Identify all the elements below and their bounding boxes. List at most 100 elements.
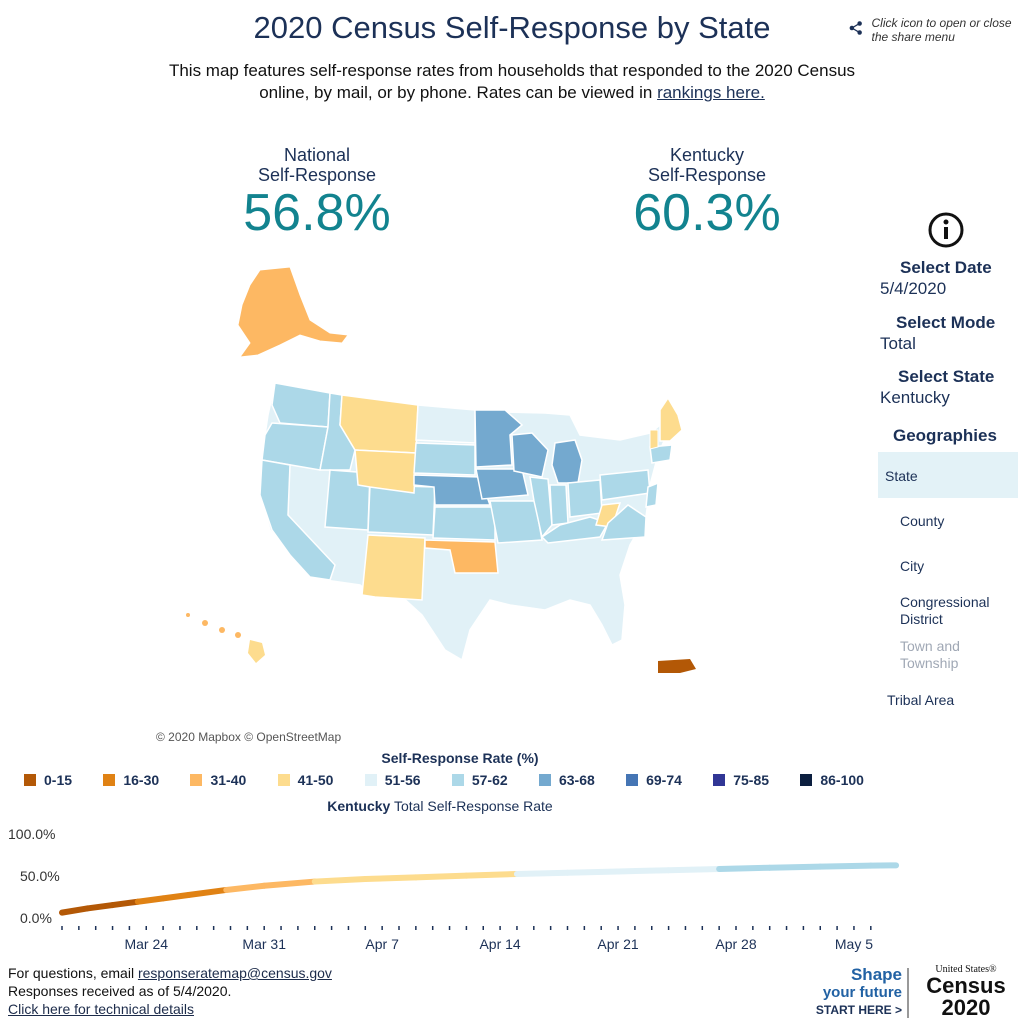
trend-line-segment [59,905,91,916]
legend-item-16-30[interactable]: 16-30 [103,772,159,788]
legend-item-31-40[interactable]: 31-40 [190,772,246,788]
state-maryland-nj[interactable] [645,481,659,508]
state-illinois[interactable] [529,476,553,539]
date-select[interactable]: 5/4/2020 [880,279,947,298]
territory-puerto-rico[interactable] [658,659,696,673]
legend-item-86-100[interactable]: 86-100 [800,772,864,788]
state-new-mexico[interactable] [361,534,426,601]
footer-received: Responses received as of 5/4/2020. [8,983,232,999]
legend-item-0-15[interactable]: 0-15 [24,772,72,788]
state-california[interactable] [259,459,336,581]
trend-line-segment [716,864,773,872]
x-tick-label: Apr 14 [479,936,520,952]
legend-item-51-56[interactable]: 51-56 [364,772,421,788]
legend-swatch [24,774,36,786]
state-missouri[interactable] [489,500,543,544]
state-vermont[interactable] [649,429,659,450]
state-label: Kentucky [669,145,745,165]
state-ohio[interactable] [567,479,603,518]
trend-line-segment [223,882,268,893]
state-wyoming[interactable] [354,449,417,494]
state-virginia[interactable] [600,504,647,541]
hawaii-island-1 [186,613,190,617]
state-north-dakota[interactable] [415,404,476,444]
state-indiana[interactable] [549,484,569,526]
geo-city[interactable]: City [900,558,925,574]
state-wisconsin[interactable] [511,432,549,478]
legend-item-75-85[interactable]: 75-85 [713,772,769,788]
state-iowa[interactable] [475,468,529,500]
state-sublabel: Self-Response [647,165,767,185]
state-massachusetts-ct[interactable] [649,444,673,464]
geo-state[interactable]: State [885,468,918,484]
trend-chart: Mar 24 Mar 31 Apr 7 Apr 14 Apr 21 Apr 28 May 5 [59,862,900,952]
legend-label: 31-40 [210,772,247,788]
x-tick-label: Mar 24 [124,936,168,952]
legend-swatch [626,774,639,786]
state-select-label: Select State [898,367,995,386]
legend-item-41-50[interactable]: 41-50 [277,772,333,788]
geo-selected-highlight [878,452,1018,498]
info-icon[interactable] [928,212,964,248]
logo-shape: Shape [850,965,902,984]
x-tick-label: Apr 21 [597,936,638,952]
trend-line-segment [84,902,116,912]
legend-swatch [103,774,116,786]
email-link[interactable]: responseratemap@census.gov [137,965,332,981]
state-stat: Kentucky Self-Response 60.3% [590,145,824,241]
legend-label: 75-85 [733,772,770,788]
technical-details-link[interactable]: Click here for technical details [8,1001,194,1017]
trend-line-segment [615,867,672,875]
state-oklahoma[interactable] [424,539,499,574]
state-colorado[interactable] [367,484,436,536]
state-maine[interactable] [659,396,683,442]
x-tick-label: May 5 [835,936,873,952]
state-south-dakota[interactable] [413,442,476,476]
page-title: 2020 Census Self-Response by State [253,10,771,45]
state-minnesota[interactable] [474,409,524,468]
legend-title: Self-Response Rate (%) [381,750,539,766]
state-washington[interactable] [271,382,331,428]
chart-title-state: Kentucky [327,798,391,814]
state-oregon[interactable] [261,422,329,471]
map-attribution: © 2020 Mapbox © OpenStreetMap [156,730,342,744]
x-tick-label: Apr 7 [365,936,399,952]
us-map[interactable] [150,255,850,725]
state-hawaii[interactable] [248,640,265,663]
trend-line-segment [261,878,318,889]
state-michigan[interactable] [551,439,583,484]
share-icon[interactable] [848,16,864,40]
state-alaska[interactable] [237,266,349,358]
national-label: National [283,145,351,165]
footer: For questions, email responseratemap@cen… [8,964,332,1018]
legend-label: 86-100 [820,772,864,788]
legend-item-63-68[interactable]: 63-68 [538,772,595,788]
trend-line-segment [311,876,369,885]
state-montana[interactable] [339,394,419,454]
logo-year: 2020 [941,995,991,1020]
state-select[interactable]: Kentucky [880,388,950,407]
rankings-link[interactable]: rankings here. [657,83,765,102]
x-tick-label: Apr 28 [715,936,756,952]
mode-select[interactable]: Total [880,334,916,353]
trend-line-segment [362,874,419,883]
legend-swatch [538,774,551,786]
legend-swatch [451,774,464,786]
legend-item-57-62[interactable]: 57-62 [451,772,508,788]
shape-your-future-logo[interactable]: Shape your future START HERE > [806,966,902,1018]
geographies-label: Geographies [893,426,997,445]
trend-line-segment [665,865,723,874]
geo-congressional-district[interactable]: Congressional District [900,594,990,627]
geo-tribal-area[interactable]: Tribal Area [887,692,955,708]
share-control[interactable]: Click icon to open or close the share me… [848,16,1018,44]
state-kansas[interactable] [432,506,496,541]
legend-item-69-74[interactable]: 69-74 [626,772,682,788]
x-tick-label: Mar 31 [242,936,286,952]
trend-line-segment [817,862,874,870]
legend-label: 57-62 [471,772,508,788]
chart-title: Kentucky Total Self-Response Rate [0,798,880,814]
legend-swatch [800,774,813,786]
national-stat: National Self-Response 56.8% [200,145,434,241]
national-sublabel: Self-Response [257,165,377,185]
geo-county[interactable]: County [900,513,945,529]
